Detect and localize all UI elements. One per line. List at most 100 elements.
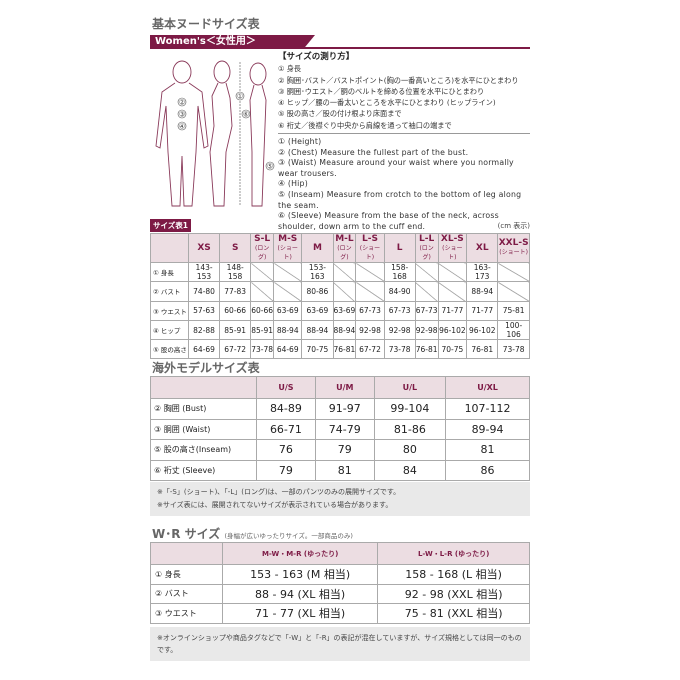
size-code: S (231, 242, 239, 253)
column-header: U/XL (445, 376, 530, 399)
fig-label-3: ③ (179, 111, 185, 119)
table-cell: 80-86 (301, 281, 334, 302)
size-code: XS (197, 242, 211, 253)
table-row: ③ ウエスト 57-63 60-66 60-66 63-69 63-69 63-69 67-7… (150, 300, 530, 321)
table-cell: 89-94 (445, 418, 530, 440)
fig-label-1: ① (237, 93, 243, 101)
empty-cell (414, 261, 439, 283)
size-subtitle: (ロング) (254, 244, 270, 261)
table-cell: 70-75 (301, 339, 334, 360)
fig-label-5: ⑤ (267, 163, 273, 171)
size-code: S-L (254, 233, 271, 244)
table-row: ② バスト 88 - 94 (XL 相当) 92 - 98 (XXL 相当) (150, 583, 530, 604)
size-code: XL (475, 242, 489, 253)
row-label: ⑤ 股の高さ (150, 339, 189, 360)
size-table-tag: サイズ表1 (150, 219, 191, 232)
corner-cell (150, 542, 223, 565)
size-subtitle: (ショート) (277, 244, 298, 261)
table-cell: 92 - 98 (XXL 相当) (377, 583, 530, 604)
column-header: U/L (373, 376, 447, 399)
table-cell: 76 (256, 439, 316, 461)
note-line: ※「-S」(ショート)､「-L」(ロング)は、一部のパンツのみの展開サイズです。 (157, 488, 401, 496)
column-header: U/M (314, 376, 375, 399)
table-cell: 67-72 (355, 339, 385, 360)
table-cell: 96-102 (466, 319, 499, 341)
howto-en-line: ③ (Waist) Measure around your waist wher… (278, 158, 514, 178)
size-code: L (396, 242, 403, 253)
table-cell: 64-69 (273, 339, 303, 360)
table-row: ④ ヒップ 82-88 85-91 85-91 88-94 88-94 88-94 92-98… (150, 319, 530, 341)
empty-cell (355, 261, 385, 283)
howto-heading: 【サイズの測り方】 (278, 52, 355, 62)
table-cell: 71-77 (437, 300, 468, 321)
table-cell: 88-94 (273, 319, 303, 341)
table-cell: 64-69 (187, 339, 221, 360)
table-cell: 84-90 (383, 281, 416, 302)
row-label: ③ ウエスト (150, 603, 223, 624)
howto-jp-line: ④ ヒップ／腰の一番太いところを水平にひとまわり (ヒップライン) (278, 98, 496, 108)
table-cell: 81 (314, 459, 375, 481)
table-cell: 153 - 163 (M 相当) (221, 564, 379, 585)
corner-cell (150, 376, 257, 399)
size-code: M-L (335, 233, 354, 244)
table-cell: 85-91 (219, 319, 252, 341)
size-code: L-L (419, 233, 435, 244)
size-header-xl-s: XL-S (ショート) (437, 233, 468, 263)
table-cell: 88 - 94 (XL 相当) (221, 583, 379, 604)
howto-jp-line: ⑤ 股の高さ／股の付け根より床面まで (278, 109, 402, 119)
table-row: ② 胸囲 (Bust) 84-89 91-97 99-104 107-112 (150, 398, 530, 420)
size-table-1: XS S S-L (ロング) M-S (ショート) M M-L (ロング) L-S (ショート) L L… (150, 233, 530, 360)
size-code: M-S (278, 233, 298, 244)
body-measurement-figure: ① ② ③ ④ ⑤ ⑥ (155, 60, 275, 207)
wr-note: ※オンラインショップや商品タグなどで「-W」と「-R」の表記が混在していますが、… (150, 627, 530, 661)
table-cell: 163-173 (466, 261, 499, 283)
table-cell: 67-73 (355, 300, 385, 321)
unit-label: (cm 表示) (497, 222, 530, 230)
table-cell: 73-78 (250, 339, 275, 360)
size-header-m-l: M-L (ロング) (332, 233, 357, 263)
size-code: M (312, 242, 322, 253)
column-header: U/S (256, 376, 316, 399)
womens-banner: Women's＜女性用＞ (150, 35, 530, 49)
howto-en-line: ④ (Hip) (278, 179, 308, 189)
table-cell: 76-81 (332, 339, 357, 360)
table-cell: 84-89 (256, 398, 316, 420)
size-header-l: L (383, 233, 416, 263)
table-cell: 88-94 (332, 319, 357, 341)
size-header-l-l: L-L (ロング) (414, 233, 439, 263)
wr-table-title: W･R サイズ (身幅が広いゆったりサイズ。一部商品のみ) (152, 525, 353, 542)
size-subtitle: (ショート) (359, 244, 381, 261)
howto-jp-line: ⑥ 裄丈／後襟ぐり中央から肩線を通って袖口の端まで (278, 120, 452, 130)
howto-en-line: ① (Height) (278, 137, 322, 147)
table-cell: 80 (373, 439, 447, 461)
table-cell: 67-73 (383, 300, 416, 321)
wr-subtitle: (身幅が広いゆったりサイズ。一部商品のみ) (224, 532, 353, 540)
table-row: ⑤ 股の高さ 64-69 67-72 73-78 64-69 70-75 76-81 67-7… (150, 339, 530, 360)
measurement-instructions: 【サイズの測り方】 ① 身長 ② 胸囲･バスト／バストポイント(胸の一番高いところ… (278, 52, 530, 232)
table-cell: 71 - 77 (XL 相当) (221, 603, 379, 624)
size-code: XL-S (440, 233, 464, 244)
size-header-xl: XL (466, 233, 499, 263)
table-cell: 74-79 (314, 418, 375, 440)
table-cell: 92-98 (414, 319, 439, 341)
size-header-xs: XS (187, 233, 221, 263)
table-cell: 60-66 (250, 300, 275, 321)
empty-cell (273, 281, 303, 302)
table-cell: 96-102 (437, 319, 468, 341)
table-cell: 74-80 (187, 281, 221, 302)
empty-cell (250, 281, 275, 302)
table-cell: 91-97 (314, 398, 375, 420)
table-row: ⑤ 股の高さ(Inseam) 76 79 80 81 (150, 439, 530, 461)
size-subtitle: (ロング) (419, 244, 434, 261)
table-cell: 79 (314, 439, 375, 461)
row-label: ② バスト (150, 281, 189, 302)
note-line: ※サイズ表には、展開されてないサイズが表示されている場合があります。 (157, 501, 393, 509)
column-header: L-W・L-R (ゆったり) (377, 542, 530, 565)
row-label: ① 身長 (150, 261, 189, 283)
size-header-m-s: M-S (ショート) (273, 233, 303, 263)
fig-label-6: ⑥ (243, 111, 249, 119)
row-label: ① 身長 (150, 564, 223, 585)
table-row: ③ ウエスト 71 - 77 (XL 相当) 75 - 81 (XXL 相当) (150, 603, 530, 624)
size-subtitle: (ショート) (499, 249, 528, 256)
table-cell: 92-98 (355, 319, 385, 341)
